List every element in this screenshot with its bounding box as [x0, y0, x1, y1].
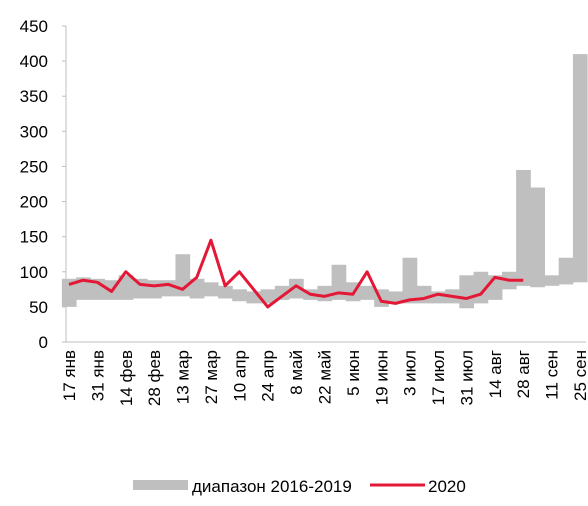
- x-tick-label: 25 сен: [571, 350, 588, 401]
- range-band: [189, 278, 205, 299]
- legend-label: диапазон 2016-2019: [192, 477, 352, 496]
- range-band: [516, 169, 531, 286]
- range-band: [544, 275, 560, 286]
- range-band: [260, 289, 276, 304]
- line-2020: [68, 238, 524, 309]
- x-tick-label: 3 июл: [401, 350, 420, 396]
- range-band: [331, 264, 347, 300]
- range-band: [232, 289, 247, 302]
- x-tick-label: 19 июн: [372, 350, 391, 405]
- range-band: [61, 278, 77, 307]
- y-tick-label: 50: [29, 298, 48, 317]
- y-tick-label: 200: [20, 193, 48, 212]
- range-band: [459, 275, 475, 309]
- x-tick-label: 10 апр: [230, 350, 249, 402]
- x-tick-label: 5 июн: [344, 350, 363, 396]
- y-tick-label: 150: [20, 228, 48, 247]
- y-tick-label: 350: [20, 87, 48, 106]
- y-tick-label: 400: [20, 52, 48, 71]
- range-band: [218, 285, 233, 299]
- y-tick-label: 250: [20, 157, 48, 176]
- x-tick-label: 28 фев: [145, 350, 164, 406]
- range-band: [416, 285, 432, 304]
- x-tick-label: 14 авг: [486, 350, 505, 398]
- range-band: [161, 280, 176, 297]
- range-band: [317, 285, 333, 302]
- range-band: [289, 278, 304, 299]
- range-band: [118, 275, 134, 300]
- y-tick-label: 450: [20, 17, 48, 36]
- x-tick-label: 8 май: [287, 350, 306, 395]
- range-band: [430, 291, 446, 304]
- y-tick-label: 100: [20, 263, 48, 282]
- x-tick-label: 14 фев: [117, 350, 136, 406]
- legend-label: 2020: [428, 477, 466, 496]
- range-band: [359, 285, 375, 300]
- range-band: [274, 285, 290, 300]
- x-tick-label: 31 янв: [88, 350, 107, 401]
- x-tick-label: 28 авг: [514, 350, 533, 398]
- x-tick-label: 11 сен: [543, 350, 562, 400]
- x-tick-label: 13 мар: [174, 350, 193, 404]
- range-band: [402, 257, 418, 304]
- range-band: [203, 282, 219, 297]
- range-band: [572, 54, 588, 283]
- x-tick-label: 24 апр: [259, 350, 278, 402]
- x-tick-label: 31 июл: [457, 350, 476, 405]
- legend-swatch: [133, 480, 188, 490]
- x-tick-label: 17 янв: [60, 350, 79, 401]
- x-tick-label: 27 мар: [202, 350, 221, 404]
- range-band: [246, 291, 262, 304]
- y-tick-label: 300: [20, 122, 48, 141]
- range-band: [76, 277, 91, 300]
- range-band: [388, 291, 404, 304]
- x-tick-label: 22 май: [316, 350, 335, 404]
- x-tick-label: 17 июл: [429, 350, 448, 405]
- y-tick-label: 0: [39, 333, 48, 352]
- range-band: [558, 257, 574, 285]
- range-band: [530, 187, 546, 288]
- range-band: [147, 280, 162, 299]
